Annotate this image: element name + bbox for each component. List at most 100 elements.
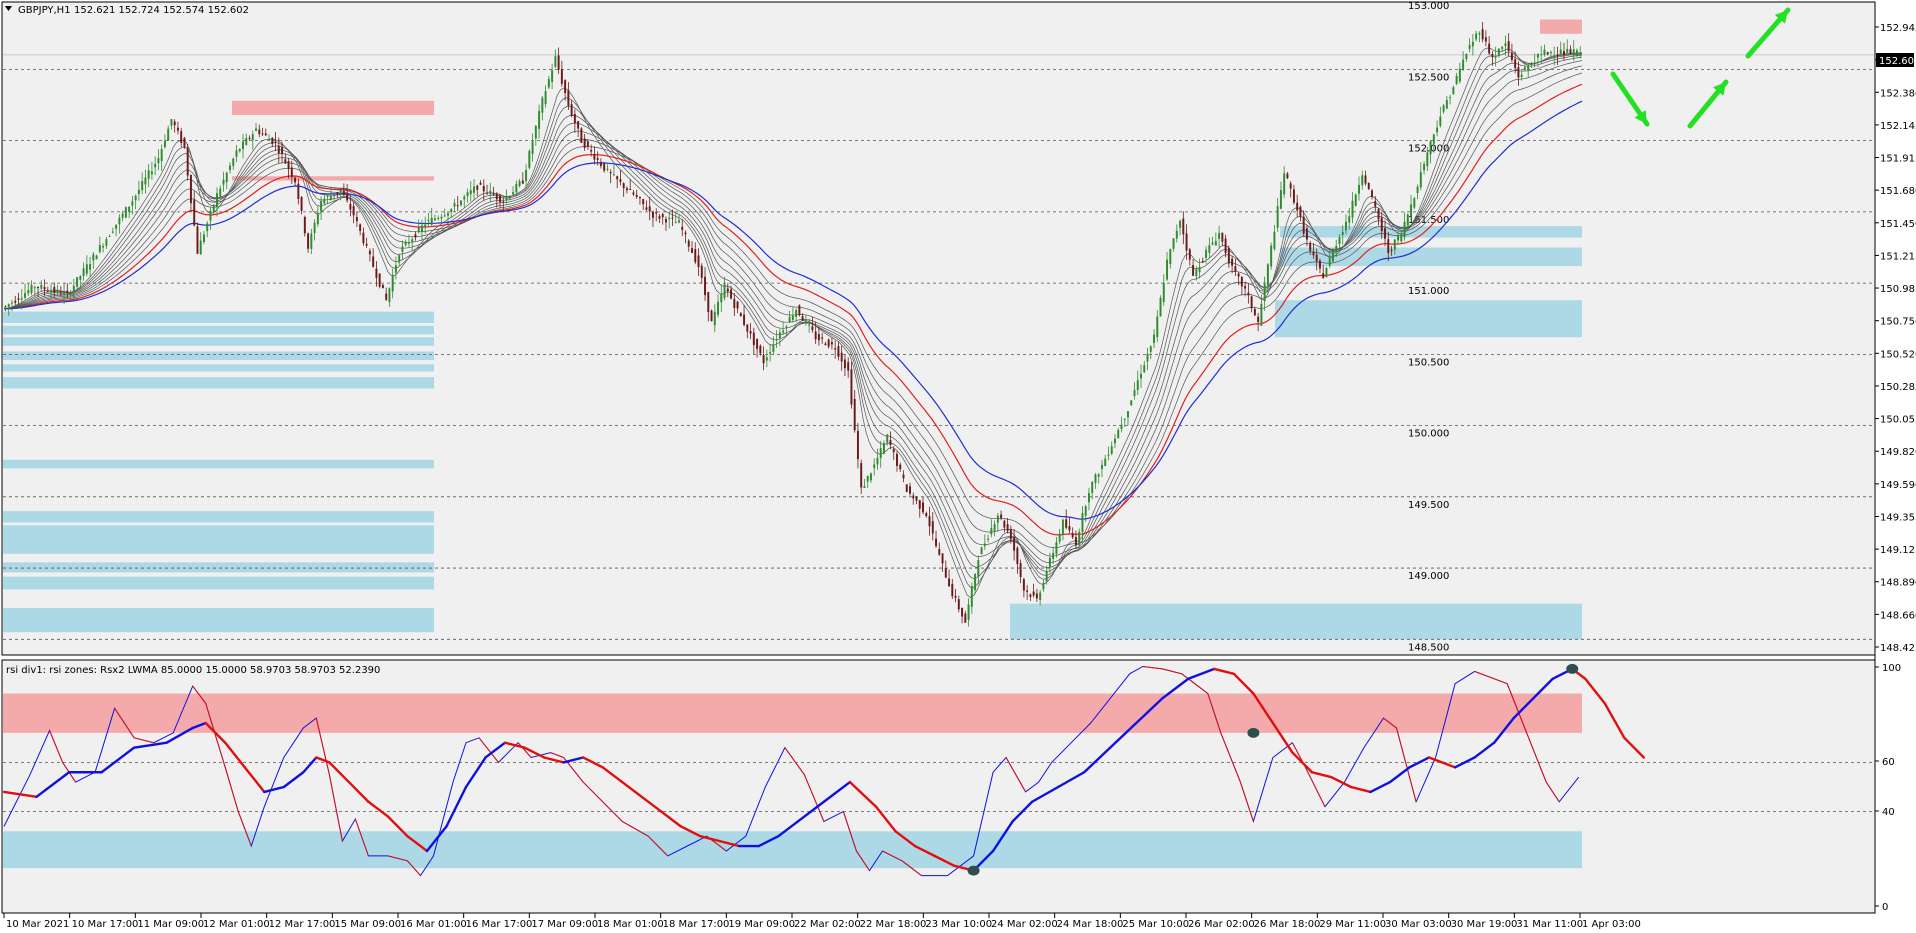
candle-body xyxy=(251,134,254,141)
candle-body xyxy=(1302,216,1305,234)
candle-body xyxy=(1458,68,1461,82)
candle-body xyxy=(352,206,355,216)
candle-body xyxy=(50,290,53,293)
candle-body xyxy=(258,129,261,135)
candle-body xyxy=(79,276,82,280)
candle-body xyxy=(1084,506,1087,516)
rsi-slow-segment xyxy=(1109,721,1138,749)
candle-body xyxy=(1514,59,1517,69)
candle-body xyxy=(1361,175,1364,186)
rsi-fast-down-segment xyxy=(407,860,421,876)
candle-body xyxy=(534,125,537,139)
price-level-label: 152.000 xyxy=(1408,144,1449,155)
candle-body xyxy=(1100,464,1103,470)
rsi-slow-segment xyxy=(1584,677,1606,705)
candle-body xyxy=(1546,52,1549,55)
candle-body xyxy=(202,234,205,243)
candle-body xyxy=(830,342,833,345)
candle-body xyxy=(1006,524,1009,532)
candle-body xyxy=(59,293,62,295)
candle-body xyxy=(1192,265,1195,276)
candle-body xyxy=(82,268,85,277)
candle-body xyxy=(1009,528,1012,540)
rsi-slow-segment xyxy=(2,790,38,799)
candle-body xyxy=(242,141,244,150)
candle-body xyxy=(788,316,791,323)
candle-body xyxy=(843,359,846,369)
candle-body xyxy=(704,276,707,296)
rsi-slow-segment xyxy=(243,766,266,794)
candle-body xyxy=(1331,249,1334,262)
rsi-slow-segment xyxy=(386,815,409,838)
rsi-fast-down-segment xyxy=(478,737,499,763)
rsi-fast-down-segment xyxy=(114,708,135,739)
demand-zone xyxy=(3,511,434,523)
candle-body xyxy=(271,137,274,144)
candle-body xyxy=(1166,259,1169,280)
chevron-down-icon[interactable] xyxy=(5,6,12,11)
rsi-slow-segment xyxy=(464,756,487,789)
rsi-fast-down-segment xyxy=(1526,732,1547,783)
candle-body xyxy=(388,288,391,302)
rsi-fast-down-segment xyxy=(1474,670,1495,680)
candle-body xyxy=(528,150,531,168)
candle-body xyxy=(853,398,856,431)
time-tick-label: 22 Mar 18:00 xyxy=(860,919,927,930)
candle-body xyxy=(1566,48,1569,53)
candle-body xyxy=(1305,228,1308,240)
rsi-slow-segment xyxy=(933,854,956,867)
candle-body xyxy=(124,207,127,218)
candle-body xyxy=(1553,55,1556,57)
candle-body xyxy=(1253,309,1256,316)
rsi-fast-down-segment xyxy=(315,718,330,775)
candle-body xyxy=(1371,190,1373,197)
time-tick-label: 29 Mar 11:00 xyxy=(1319,919,1386,930)
candle-body xyxy=(791,315,794,320)
demand-zone xyxy=(1275,300,1582,338)
candle-body xyxy=(486,192,489,194)
candle-body xyxy=(756,338,759,349)
candle-body xyxy=(1081,513,1084,532)
candle-body xyxy=(1520,74,1523,78)
candle-body xyxy=(1211,242,1214,245)
candle-body xyxy=(193,200,196,226)
candle-body xyxy=(996,515,999,523)
candle-body xyxy=(355,217,358,222)
time-tick-label: 10 Mar 17:00 xyxy=(72,919,139,930)
candle-body xyxy=(212,204,215,212)
rsi-fast-down-segment xyxy=(1493,678,1508,685)
current-price-label: 152.602 xyxy=(1879,56,1916,67)
rsi-slow-segment xyxy=(315,756,331,764)
candle-body xyxy=(1026,590,1029,592)
rsi-fast-down-segment xyxy=(550,752,564,758)
candle-body xyxy=(547,78,550,88)
candle-body xyxy=(476,185,479,190)
candle-body xyxy=(863,485,866,488)
candle-body xyxy=(1133,390,1136,396)
candle-body xyxy=(817,334,820,341)
time-tick-label: 16 Mar 01:00 xyxy=(400,919,467,930)
candle-body xyxy=(167,128,170,141)
candle-body xyxy=(1283,173,1286,195)
candle-body xyxy=(450,208,453,213)
rsi-fast-down-segment xyxy=(602,801,623,822)
candle-body xyxy=(427,219,430,221)
candle-body xyxy=(1035,593,1038,599)
candle-body xyxy=(515,184,518,193)
candle-body xyxy=(798,305,801,316)
candle-body xyxy=(961,608,964,617)
candle-body xyxy=(1146,353,1149,362)
time-tick-label: 31 Mar 11:00 xyxy=(1516,919,1583,930)
candle-body xyxy=(1221,232,1224,242)
candle-body xyxy=(518,181,521,187)
candle-body xyxy=(131,201,134,206)
candle-body xyxy=(638,197,641,199)
rsi-slow-segment xyxy=(1623,736,1646,759)
candle-body xyxy=(1380,217,1383,232)
candle-body xyxy=(749,331,752,334)
price-tick-label: 150.520 xyxy=(1880,349,1916,360)
candle-body xyxy=(678,220,680,223)
price-level-label: 151.000 xyxy=(1408,286,1449,297)
candle-body xyxy=(1058,533,1061,542)
